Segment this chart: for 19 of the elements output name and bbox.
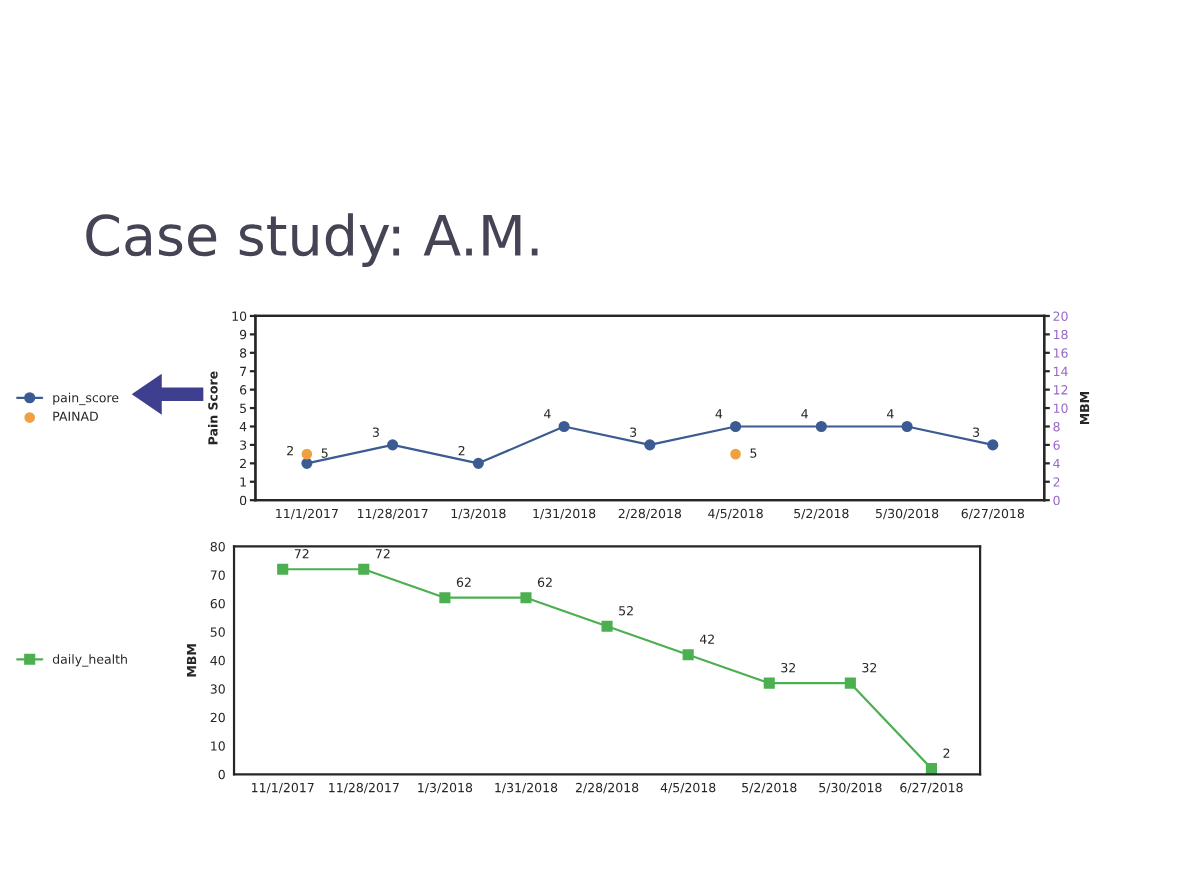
point [387,439,399,451]
point [558,420,570,433]
point [472,457,484,469]
point [925,763,937,775]
point [815,420,827,433]
point [277,563,289,575]
point [358,563,370,575]
point [730,420,742,433]
point [601,620,613,632]
point [901,420,913,433]
point [644,439,656,451]
point [682,649,694,661]
point [301,457,313,469]
chart-title: Case study: A.M. [86,213,538,267]
point [763,677,775,689]
point [987,439,999,451]
point [439,592,451,604]
point [844,677,856,689]
point [520,592,532,604]
